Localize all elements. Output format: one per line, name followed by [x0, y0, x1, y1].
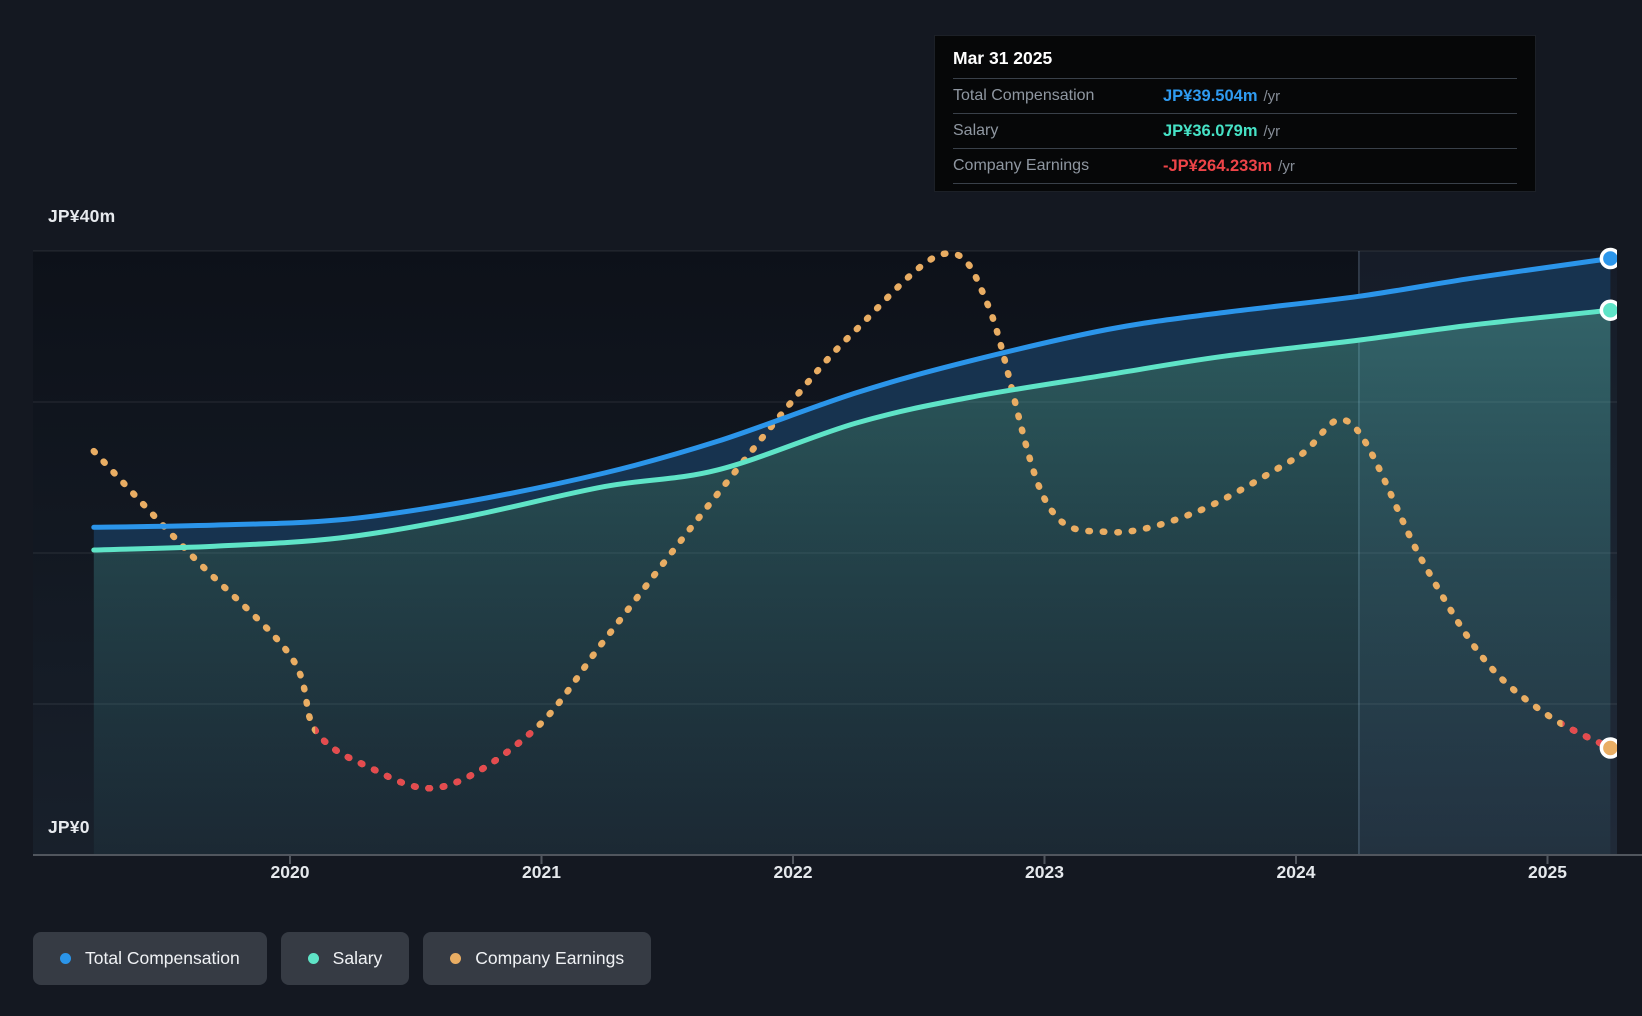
legend-item-salary[interactable]: Salary [280, 932, 410, 985]
total-compensation-line [91, 256, 1613, 530]
tooltip-row-total-compensation: Total Compensation JP¥39.504m /yr [953, 78, 1517, 113]
series-layer [90, 247, 1617, 855]
legend-item-total-compensation[interactable]: Total Compensation [33, 932, 267, 985]
company-earnings-line-negative [315, 723, 534, 792]
total-compensation-dot-icon [60, 953, 71, 964]
company-earnings-end-dot [1599, 737, 1617, 759]
x-axis-ticks [289, 856, 1549, 864]
tooltip-row-value: -JP¥264.233m [1163, 156, 1273, 175]
tooltip-row-suffix: /yr [1263, 87, 1281, 105]
company-earnings-dot-icon [450, 953, 462, 964]
salary-end-dot [1599, 299, 1617, 321]
tooltip-row-value: JP¥36.079m [1163, 121, 1258, 140]
tooltip-row-salary: Salary JP¥36.079m /yr [953, 113, 1517, 148]
tooltip-rows: Total Compensation JP¥39.504m /yr Salary… [953, 78, 1517, 184]
legend-item-company-earnings[interactable]: Company Earnings [423, 932, 652, 985]
legend-item-label: Company Earnings [475, 948, 625, 968]
y-axis-label-zero: JP¥0 [48, 817, 90, 837]
tooltip-row-label: Company Earnings [953, 157, 1090, 174]
tooltip-row-suffix: /yr [1263, 122, 1281, 140]
total-compensation-end-dot [1599, 247, 1617, 270]
total-compensation-area-fill [93, 258, 1611, 550]
legend-item-label: Total Compensation [85, 948, 240, 968]
salary-area-fill [93, 310, 1611, 855]
legend: Total Compensation Salary Company Earnin… [33, 932, 652, 985]
tooltip-row-label: Salary [953, 122, 999, 139]
tooltip-row-label: Total Compensation [953, 87, 1095, 104]
tooltip-row-company-earnings: Company Earnings -JP¥264.233m /yr [953, 148, 1517, 183]
tooltip-row-value: JP¥39.504m [1163, 86, 1258, 105]
legend-item-label: Salary [332, 948, 383, 968]
tooltip-row-suffix: /yr [1278, 157, 1295, 175]
tooltip: Mar 31 2025 Total Compensation JP¥39.504… [934, 35, 1536, 192]
salary-dot-icon [307, 953, 319, 964]
salary-line [91, 307, 1613, 553]
tooltip-title: Mar 31 2025 [953, 48, 1053, 68]
y-axis-label-max: JP¥40m [48, 206, 116, 226]
